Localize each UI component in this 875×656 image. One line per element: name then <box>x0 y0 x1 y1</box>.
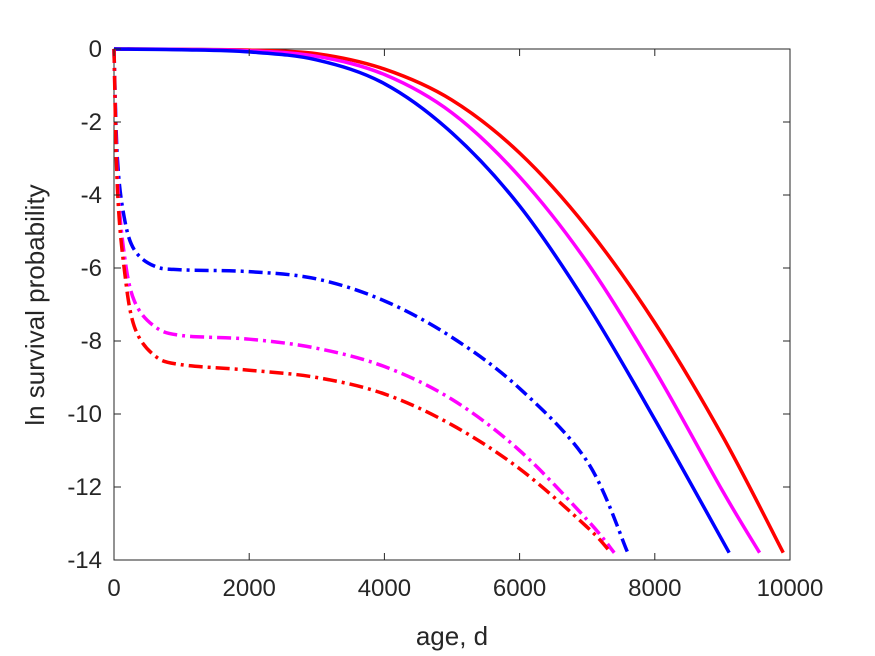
x-axis-label: age, d <box>416 621 488 651</box>
y-tick-label: -4 <box>81 182 102 209</box>
y-tick-label: -14 <box>67 547 102 574</box>
series-layer <box>112 47 785 554</box>
y-tick-label: -10 <box>67 401 102 428</box>
y-tick-label: -6 <box>81 255 102 282</box>
x-ticks: 0 2000 4000 6000 8000 10000 <box>107 49 823 602</box>
y-ticks: 0 -2 -4 -6 -8 -10 -12 -14 <box>67 36 790 574</box>
y-tick-label: -8 <box>81 328 102 355</box>
x-tick-label: 4000 <box>358 575 411 602</box>
x-tick-label: 8000 <box>628 575 681 602</box>
y-tick-label: 0 <box>89 36 102 63</box>
series-line-4 <box>112 48 630 554</box>
x-tick-label: 0 <box>107 575 120 602</box>
y-axis-label: ln survival probability <box>20 184 50 425</box>
x-tick-label: 6000 <box>493 575 546 602</box>
x-tick-label: 10000 <box>757 575 824 602</box>
series-line-3 <box>113 47 731 554</box>
plot-area <box>113 48 791 561</box>
y-tick-label: -2 <box>81 109 102 136</box>
x-tick-label: 2000 <box>223 575 276 602</box>
y-tick-label: -12 <box>67 474 102 501</box>
series-line-6 <box>112 48 613 554</box>
